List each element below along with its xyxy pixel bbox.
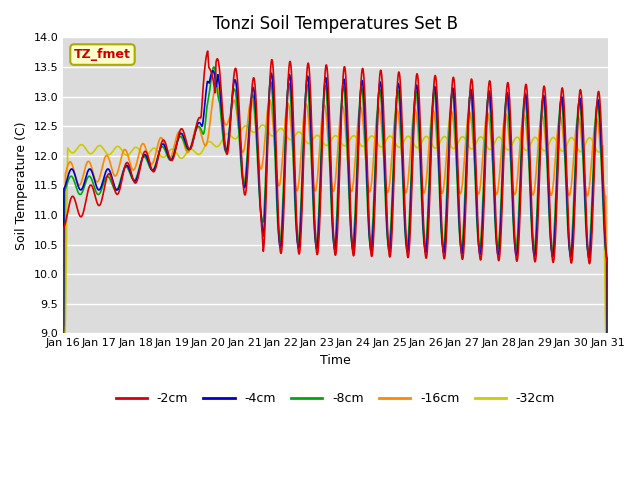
X-axis label: Time: Time [320,354,351,367]
Y-axis label: Soil Temperature (C): Soil Temperature (C) [15,121,28,250]
Text: TZ_fmet: TZ_fmet [74,48,131,61]
Title: Tonzi Soil Temperatures Set B: Tonzi Soil Temperatures Set B [213,15,458,33]
Legend: -2cm, -4cm, -8cm, -16cm, -32cm: -2cm, -4cm, -8cm, -16cm, -32cm [111,387,560,410]
